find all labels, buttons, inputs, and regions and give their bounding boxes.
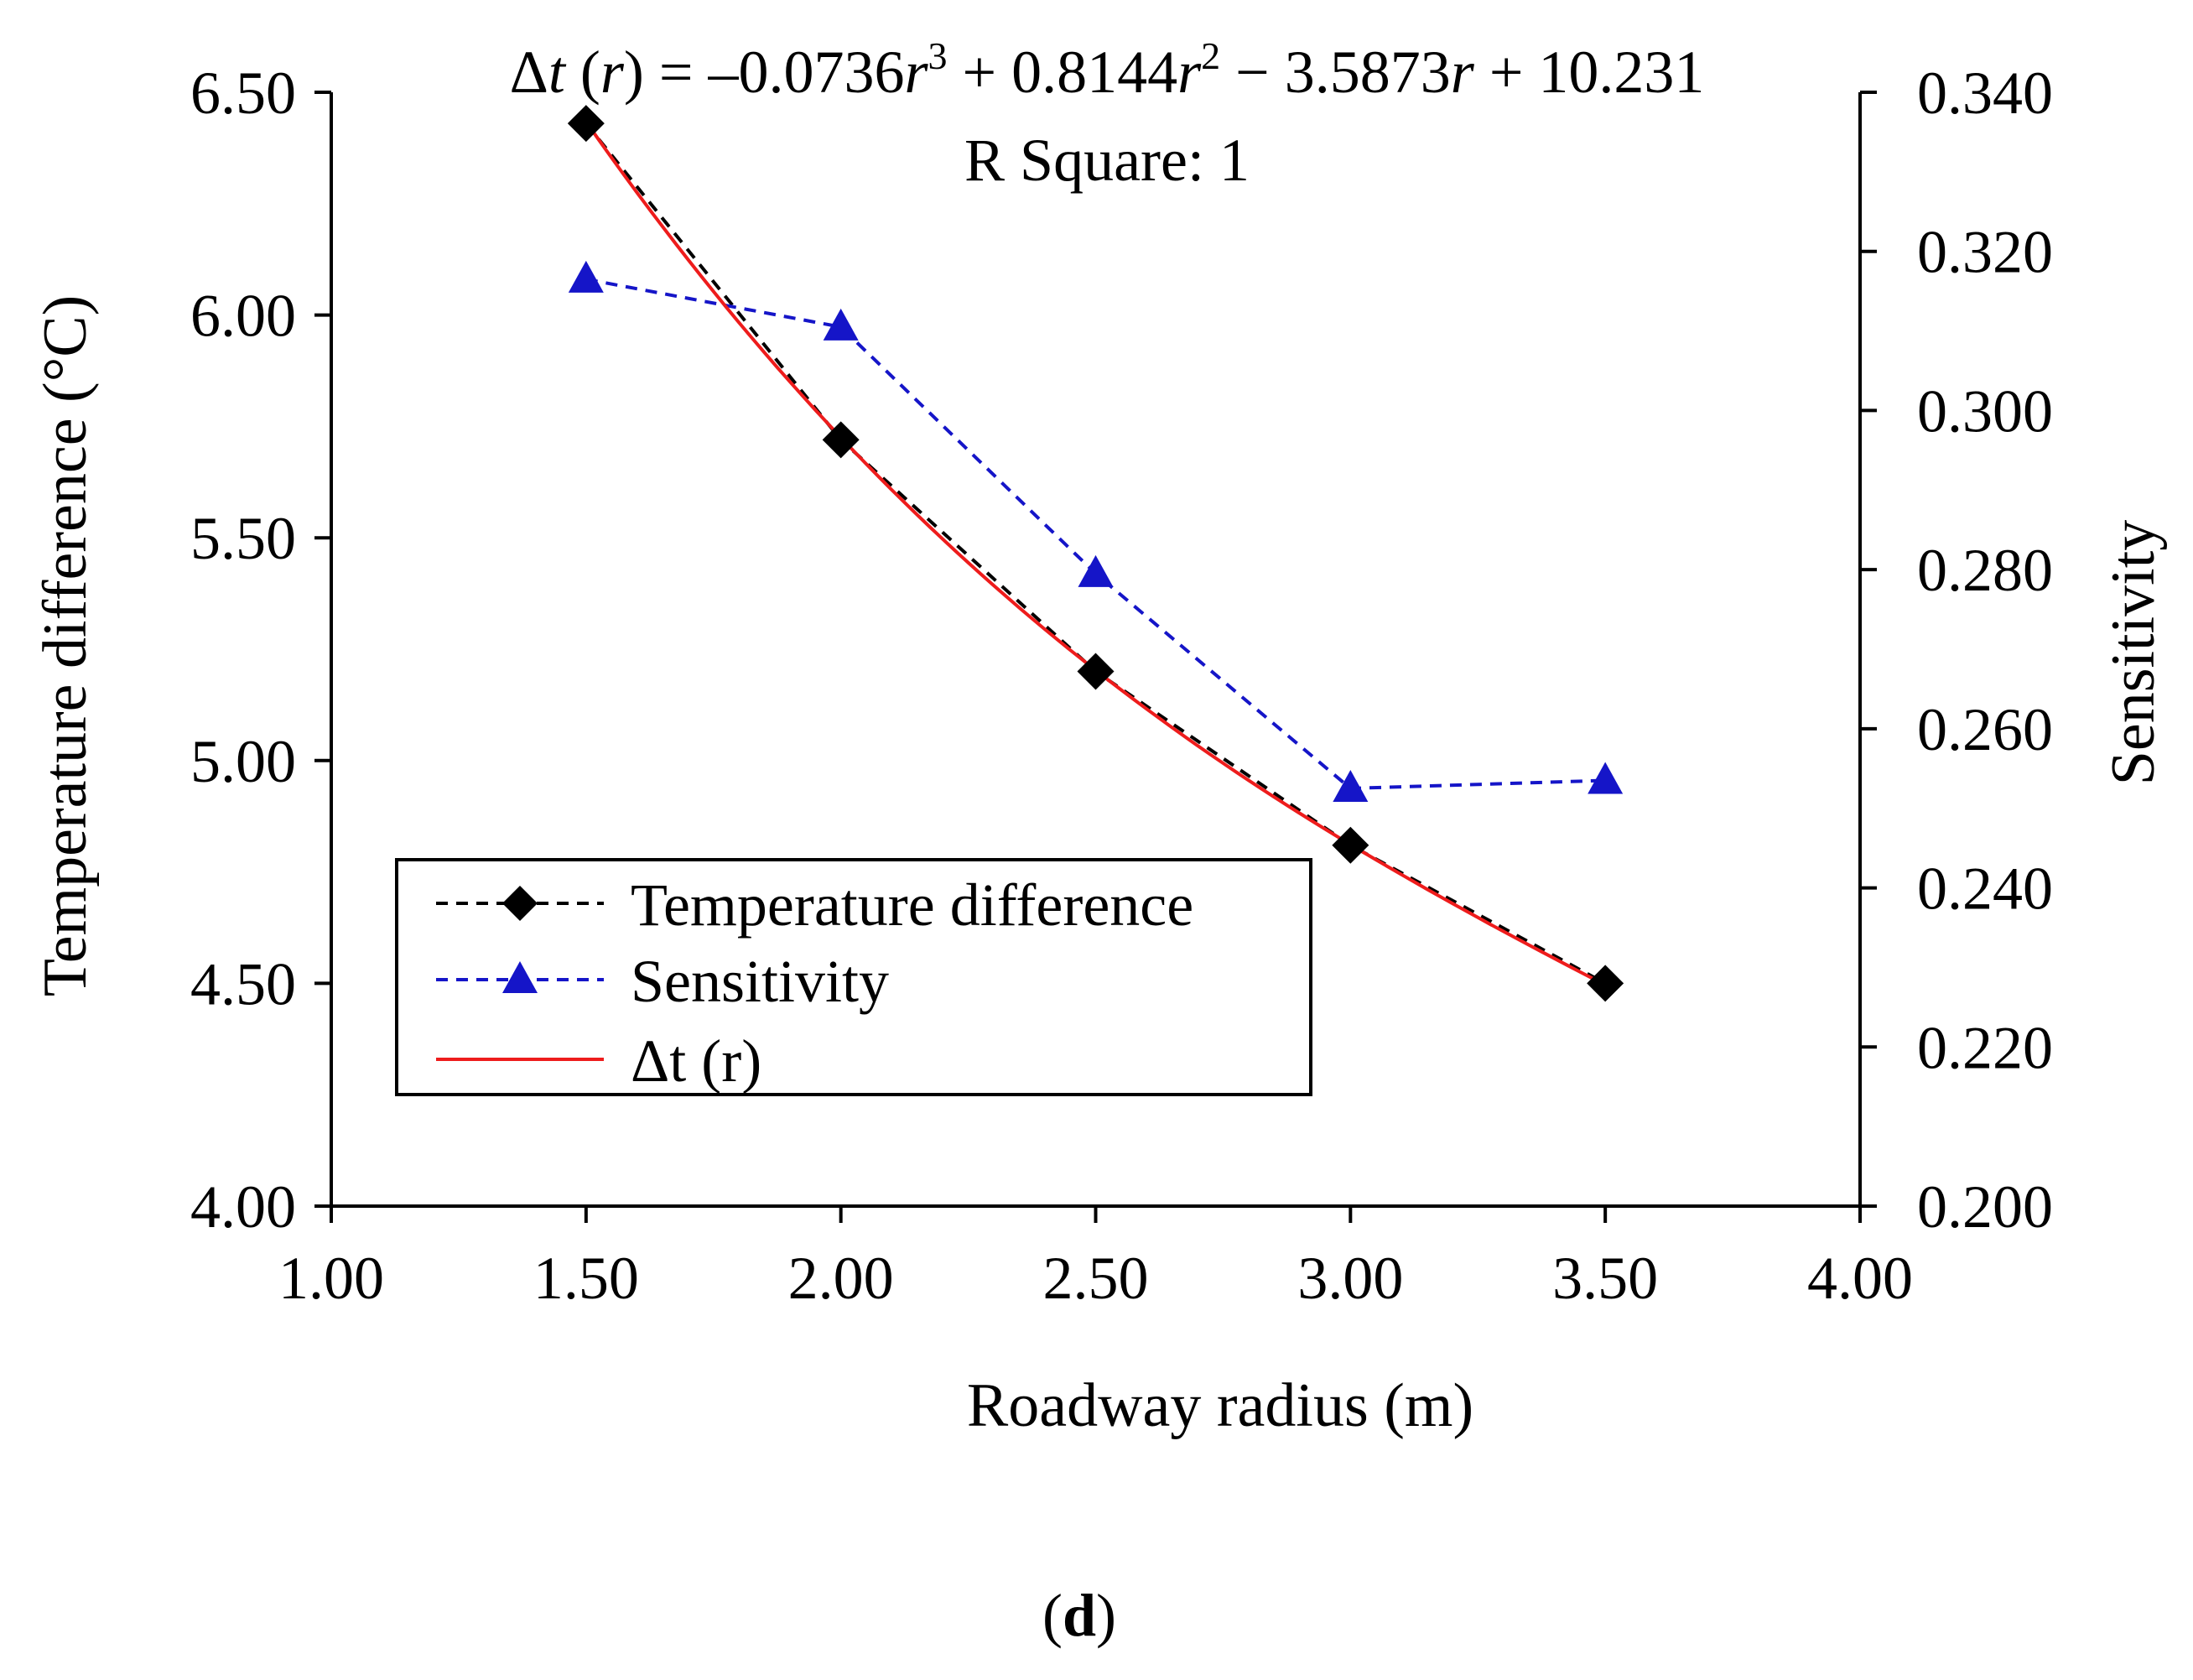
x-tick-label: 3.00 [1297, 1245, 1403, 1312]
axes: 1.00 1.50 2.00 2.50 3.00 3.50 4.00 4.00 4.50 5.00… [190, 60, 2053, 1312]
x-axis-title: Roadway radius (m) [967, 1371, 1473, 1440]
x-tick-label: 3.50 [1552, 1245, 1658, 1312]
sensitivity-point [568, 260, 604, 293]
legend-label-fit: Δt (r) [631, 1027, 761, 1095]
temperature-difference-point [1077, 653, 1115, 690]
r-square-label: R Square: 1 [964, 127, 1250, 194]
y-left-tick-label: 4.00 [190, 1173, 296, 1240]
fit-curve-line [585, 120, 1607, 987]
legend-box [395, 858, 1312, 1096]
y-axis-left-title: Temperature difference (°C) [31, 295, 100, 997]
y-right-tick-label: 0.260 [1917, 696, 2053, 763]
y-right-tick-label: 0.200 [1917, 1173, 2053, 1240]
y-left-tick-label: 6.50 [190, 60, 296, 127]
temperature-difference-point [822, 421, 860, 459]
series-layer [567, 105, 1624, 1002]
y-left-tick-label: 5.50 [190, 505, 296, 572]
x-tick-label: 2.00 [788, 1245, 894, 1312]
y-right-tick-label: 0.320 [1917, 219, 2053, 286]
y-left-tick-label: 6.00 [190, 283, 296, 350]
y-right-tick-label: 0.240 [1917, 856, 2053, 923]
x-tick-label: 4.00 [1807, 1245, 1913, 1312]
sensitivity-point [1333, 770, 1369, 802]
figure-caption: (d) [1042, 1582, 1116, 1649]
y-right-tick-label: 0.340 [1917, 60, 2053, 127]
legend: Temperature difference Sensitivity Δt (r… [395, 858, 1312, 1096]
x-tick-label: 1.50 [533, 1245, 639, 1312]
x-tick-label: 1.00 [278, 1245, 384, 1312]
sensitivity-point [823, 308, 859, 341]
temperature-difference-point [567, 105, 605, 143]
legend-marker-triangle [502, 961, 538, 993]
legend-label-sensitivity: Sensitivity [631, 948, 889, 1015]
y-right-tick-label: 0.280 [1917, 537, 2053, 604]
y-left-tick-label: 4.50 [190, 950, 296, 1017]
sensitivity-point [1588, 762, 1624, 794]
sensitivity-line [585, 277, 1606, 791]
y-axis-right-title: Sensitivity [2099, 520, 2168, 786]
temperature-difference-line [585, 122, 1607, 986]
y-left-tick-label: 5.00 [190, 728, 296, 795]
temperature-difference-point [1587, 965, 1624, 1002]
x-tick-label: 2.50 [1043, 1245, 1149, 1312]
legend-marker-diamond [502, 886, 538, 921]
temperature-difference-point [1332, 826, 1369, 864]
y-right-tick-label: 0.300 [1917, 377, 2053, 445]
y-right-tick-label: 0.220 [1917, 1014, 2053, 1081]
legend-label-temperature: Temperature difference [631, 871, 1193, 939]
sensitivity-point [1078, 554, 1114, 587]
equation-label: Δt (r) = –0.0736r3 + 0.8144r2 − 3.5873r … [510, 34, 1705, 106]
